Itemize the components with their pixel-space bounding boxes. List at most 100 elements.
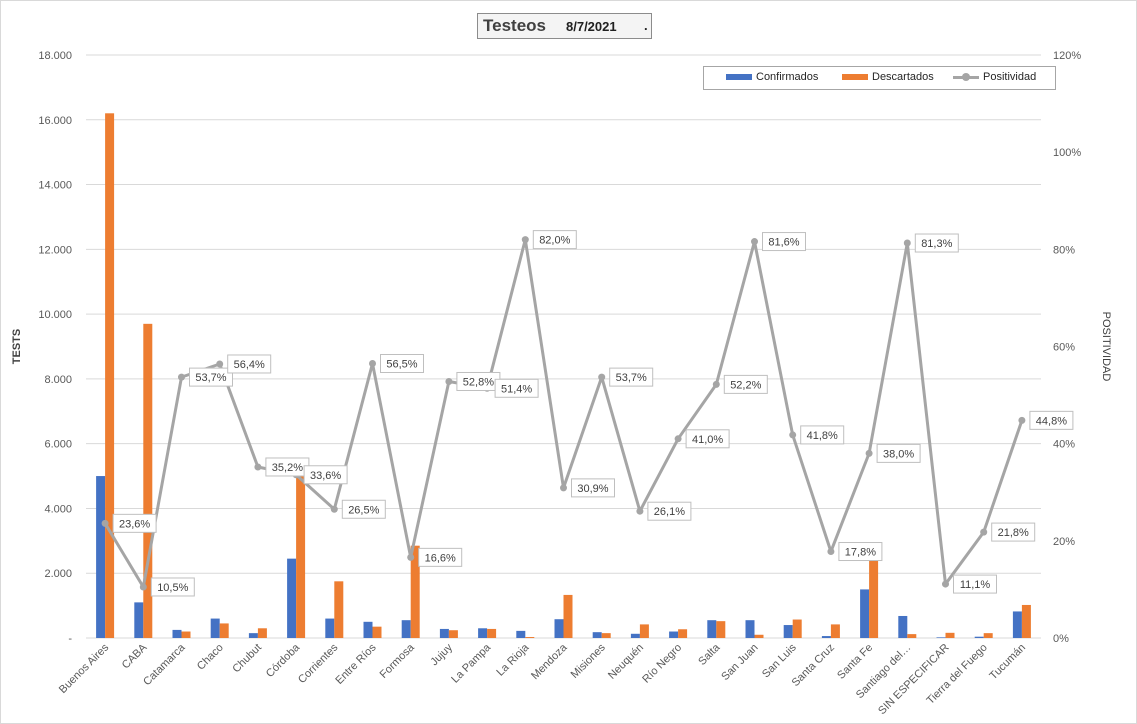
bar-descartados bbox=[983, 633, 993, 638]
bar-confirmados bbox=[974, 636, 984, 638]
y-tick-label: 2.000 bbox=[44, 568, 72, 580]
data-label-positividad: 53,7% bbox=[616, 372, 647, 384]
y-tick-label: 14.000 bbox=[38, 180, 72, 192]
y-tick-label: - bbox=[68, 633, 72, 645]
bar-confirmados bbox=[210, 618, 220, 638]
data-label-positividad: 26,1% bbox=[654, 506, 685, 518]
data-label-box bbox=[991, 522, 1036, 542]
point-positividad bbox=[942, 580, 949, 588]
data-label-positividad: 23,6% bbox=[119, 518, 150, 530]
data-label-positividad: 41,0% bbox=[692, 434, 723, 446]
x-tick-label: Santiago del… bbox=[854, 642, 914, 702]
bar-descartados bbox=[563, 594, 573, 638]
data-label-box bbox=[571, 478, 615, 498]
data-label-box bbox=[418, 547, 463, 567]
chart-title-box: Testeos 8/7/2021 . bbox=[477, 13, 652, 39]
data-label-positividad: 33,6% bbox=[310, 470, 341, 482]
bar-descartados bbox=[716, 621, 726, 638]
bar-confirmados bbox=[96, 476, 106, 638]
data-label-positividad: 52,8% bbox=[463, 376, 494, 388]
x-tick-label: Tierra del Fuego bbox=[925, 642, 990, 707]
x-tick-label: Formosa bbox=[378, 641, 418, 681]
data-label-positividad: 11,1% bbox=[960, 579, 991, 591]
y-axis-title: TESTS bbox=[11, 329, 23, 364]
bar-descartados bbox=[296, 476, 306, 638]
bar-descartados bbox=[754, 634, 764, 638]
data-label-box bbox=[647, 501, 692, 521]
chart-title-date: 8/7/2021 bbox=[566, 19, 617, 34]
y2-tick-label: 80% bbox=[1053, 244, 1075, 256]
y-tick-label: 12.000 bbox=[38, 244, 72, 256]
bar-confirmados bbox=[363, 621, 373, 638]
bar-descartados bbox=[678, 629, 688, 638]
point-positividad bbox=[674, 435, 682, 443]
y2-axis-title: POSITIVIDAD bbox=[1100, 312, 1112, 382]
bar-confirmados bbox=[439, 628, 449, 638]
bar-confirmados bbox=[554, 619, 564, 638]
data-label-box bbox=[838, 542, 883, 562]
y2-tick-label: 60% bbox=[1053, 342, 1075, 354]
x-tick-label: Mendoza bbox=[529, 641, 570, 682]
legend-label-confirmados: Confirmados bbox=[756, 71, 819, 83]
data-label-positividad: 26,5% bbox=[348, 504, 379, 516]
data-label-box bbox=[532, 230, 577, 250]
bar-confirmados bbox=[630, 633, 640, 638]
bar-confirmados bbox=[478, 628, 488, 638]
data-label-box bbox=[341, 499, 386, 519]
bar-confirmados bbox=[287, 558, 297, 638]
data-label-box bbox=[380, 354, 424, 374]
data-label-box bbox=[685, 429, 730, 449]
bar-confirmados bbox=[172, 629, 182, 638]
point-positividad bbox=[101, 519, 109, 527]
bar-confirmados bbox=[248, 633, 258, 638]
x-tick-label: CABA bbox=[120, 641, 150, 671]
point-positividad bbox=[407, 553, 415, 561]
x-tick-label: SIN ESPECIFICAR bbox=[876, 642, 952, 718]
bar-confirmados bbox=[592, 632, 602, 638]
bar-confirmados bbox=[1012, 611, 1022, 638]
bar-confirmados bbox=[936, 637, 946, 638]
bar-descartados bbox=[372, 626, 382, 638]
y-tick-label: 18.000 bbox=[38, 50, 72, 62]
x-tick-label: Chubut bbox=[230, 642, 264, 676]
data-label-box bbox=[609, 367, 654, 387]
data-label-positividad: 30,9% bbox=[577, 483, 608, 495]
y-tick-label: 4.000 bbox=[44, 503, 72, 515]
line-positividad bbox=[103, 238, 1024, 589]
point-positividad bbox=[521, 236, 529, 244]
point-positividad bbox=[445, 377, 453, 385]
bar-descartados bbox=[639, 624, 649, 638]
legend-swatch-positividad bbox=[953, 73, 979, 82]
y2-tick-label: 0% bbox=[1053, 633, 1069, 645]
bar-descartados bbox=[105, 113, 115, 639]
data-label-box bbox=[456, 371, 501, 391]
y-tick-label: 8.000 bbox=[44, 374, 72, 386]
bar-descartados bbox=[945, 632, 955, 638]
data-label-positividad: 21,8% bbox=[998, 527, 1029, 539]
point-positividad bbox=[712, 380, 720, 388]
data-label-positividad: 81,3% bbox=[921, 238, 952, 250]
point-positividad bbox=[865, 449, 873, 457]
x-tick-label: Santa Fe bbox=[835, 642, 875, 682]
y2-tick-label: 40% bbox=[1053, 439, 1075, 451]
point-positividad bbox=[1018, 416, 1026, 424]
data-label-box bbox=[914, 233, 959, 253]
x-tick-label: Buenos Aires bbox=[57, 641, 112, 696]
point-positividad bbox=[216, 360, 224, 368]
point-positividad bbox=[636, 507, 644, 515]
bar-confirmados bbox=[325, 618, 335, 638]
y-tick-label: 10.000 bbox=[38, 309, 72, 321]
point-positividad bbox=[483, 384, 491, 392]
bar-descartados bbox=[219, 623, 229, 638]
data-label-box bbox=[1029, 410, 1074, 430]
data-label-box bbox=[953, 574, 997, 594]
point-positividad bbox=[903, 239, 911, 247]
point-positividad bbox=[178, 373, 185, 381]
bar-descartados bbox=[143, 323, 153, 638]
bar-confirmados bbox=[898, 615, 908, 638]
y-tick-label: 6.000 bbox=[44, 439, 72, 451]
data-label-box bbox=[227, 354, 272, 374]
bar-confirmados bbox=[669, 631, 679, 638]
bar-confirmados bbox=[516, 630, 526, 638]
